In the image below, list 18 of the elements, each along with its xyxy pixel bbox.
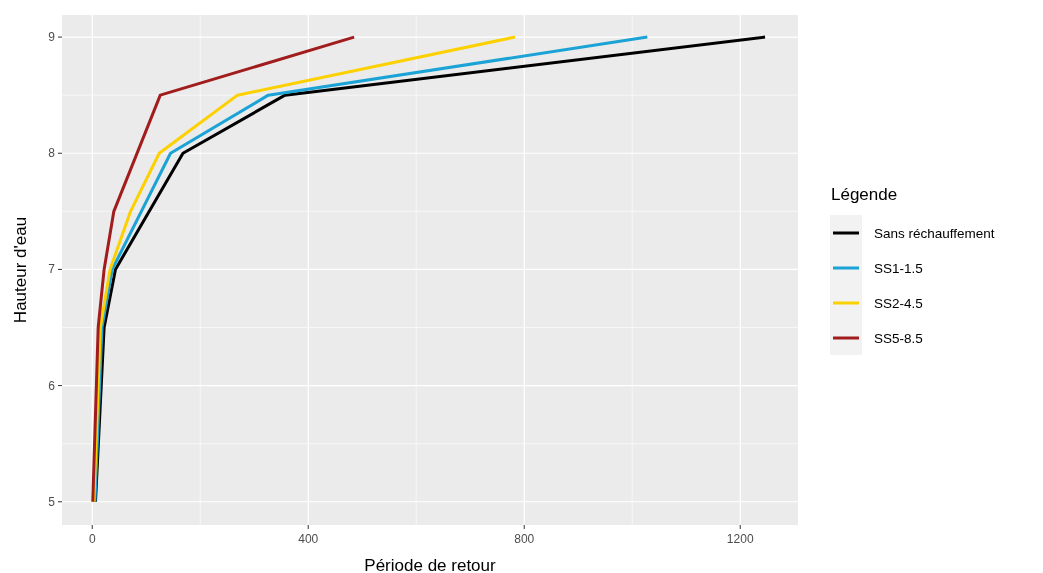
- y-tick-label: 7: [48, 262, 56, 277]
- line-series: [92, 35, 517, 504]
- legend-label: SS2-4.5: [874, 296, 923, 311]
- y-tick-label: 5: [48, 494, 56, 509]
- legend-title: Légende: [831, 185, 898, 204]
- x-tick-label: 0: [88, 532, 96, 546]
- y-tick-label: 8: [48, 146, 56, 161]
- legend-label: Sans réchauffement: [874, 226, 995, 241]
- x-tick-label: 800: [514, 532, 535, 546]
- x-tick-label: 400: [298, 532, 319, 546]
- legend-label: SS5-8.5: [874, 331, 923, 346]
- legend-label: SS1-1.5: [874, 261, 923, 276]
- y-axis-title: Hauteur d'eau: [11, 216, 30, 324]
- y-tick-label: 9: [48, 30, 56, 45]
- line-series: [91, 35, 356, 504]
- x-axis-title: Période de retour: [364, 556, 497, 573]
- x-tick-label: 1200: [726, 532, 754, 546]
- y-tick-label: 6: [48, 378, 56, 393]
